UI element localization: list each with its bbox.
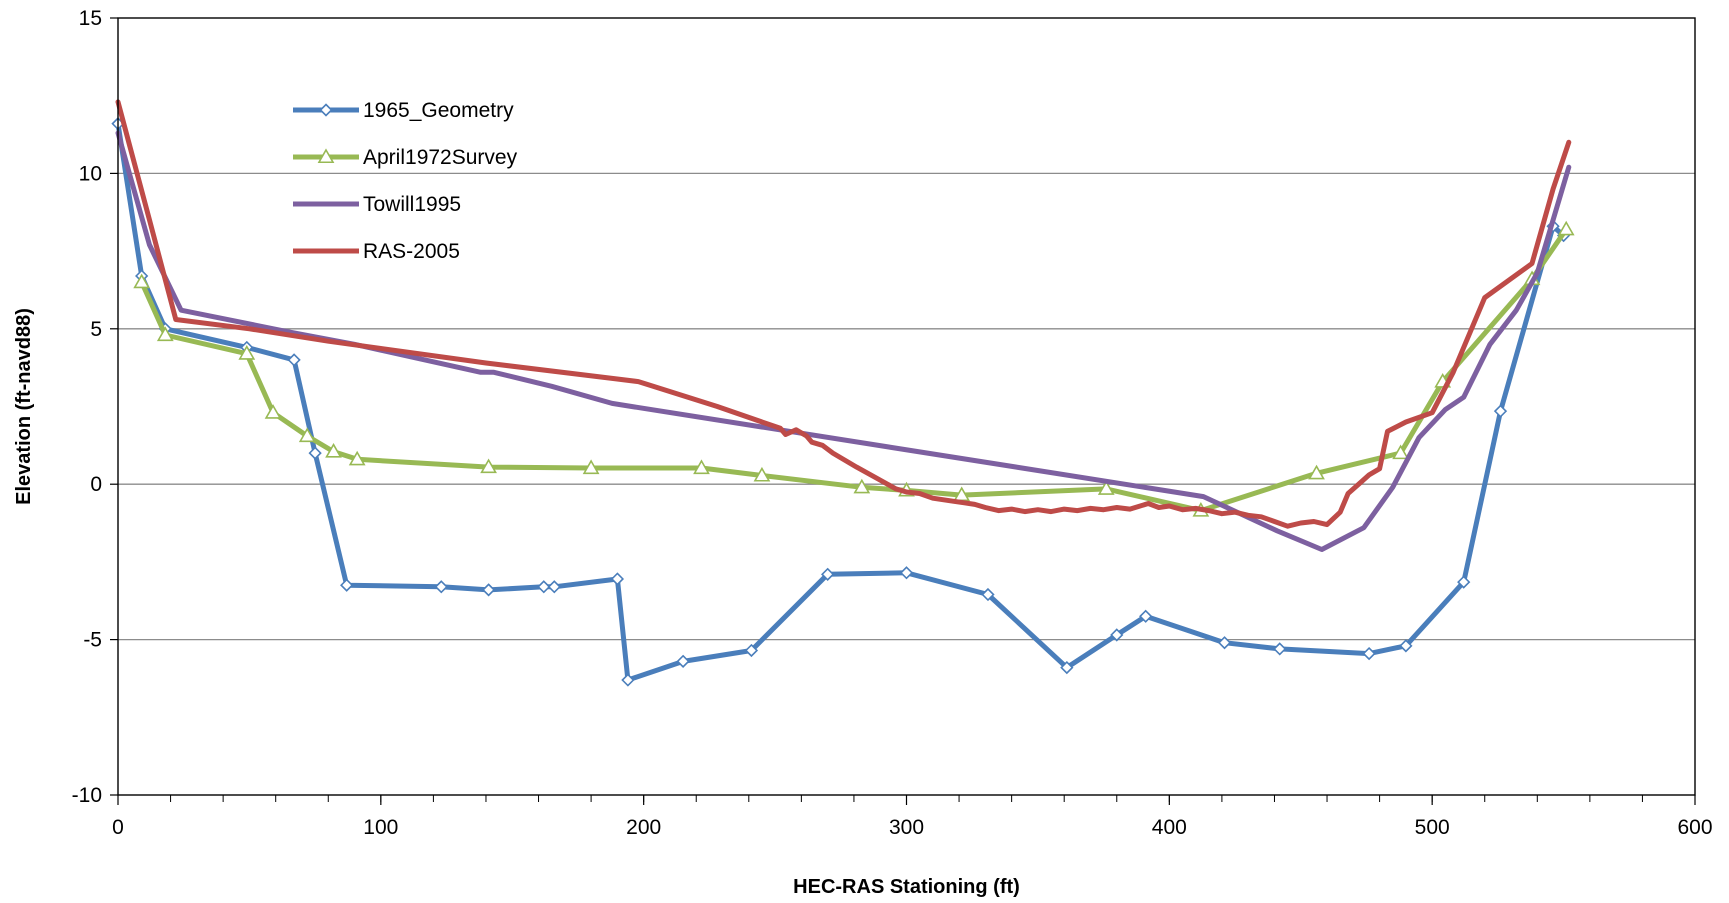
legend-label: April1972Survey	[363, 146, 518, 169]
data-point	[1110, 628, 1124, 642]
data-point	[1362, 646, 1376, 661]
data-point	[1139, 609, 1153, 623]
data-point	[547, 580, 561, 594]
y-tick-label: 15	[79, 7, 102, 30]
x-tick-label: 500	[1415, 816, 1450, 839]
data-point	[238, 345, 256, 360]
y-axis-title: Elevation (ft-navd88)	[13, 308, 35, 505]
data-point	[744, 643, 759, 658]
data-point	[264, 404, 282, 419]
data-point	[537, 580, 551, 594]
legend-item-2: April1972Survey	[293, 146, 518, 169]
x-tick-label: 300	[889, 816, 924, 839]
legend-label: 1965_Geometry	[363, 99, 514, 122]
series-layer	[111, 99, 1575, 687]
data-point	[1457, 575, 1471, 589]
legend-item-3: Towill1995	[293, 193, 461, 216]
data-point	[348, 450, 366, 466]
series-4	[115, 99, 1572, 529]
data-point	[133, 273, 151, 289]
data-point	[1217, 636, 1232, 650]
data-point	[1557, 220, 1575, 236]
data-point	[434, 580, 448, 594]
data-point	[1273, 642, 1287, 656]
data-point	[693, 459, 710, 475]
data-point	[340, 578, 354, 592]
data-point	[1097, 480, 1115, 495]
y-tick-label: 10	[79, 162, 102, 185]
data-point	[298, 427, 316, 443]
axes: -10 -5 0 5 10 15 0 100 200 300 400 500 600	[72, 7, 1713, 839]
y-tick-label: 5	[90, 318, 102, 341]
x-tick-label: 200	[626, 816, 661, 839]
data-point	[1060, 660, 1074, 675]
data-point	[480, 458, 497, 474]
y-tick-label: -5	[83, 629, 102, 652]
data-point	[899, 566, 914, 580]
data-point	[1308, 464, 1325, 480]
data-point	[853, 478, 871, 494]
legend-marker	[317, 148, 335, 164]
y-tick-label: 0	[90, 473, 102, 496]
series-line	[115, 99, 1572, 529]
x-tick-label: 600	[1677, 816, 1712, 839]
legend-label: RAS-2005	[363, 240, 460, 263]
x-tick-label: 100	[363, 816, 398, 839]
legend-marker	[319, 103, 333, 117]
x-tick-label: 0	[112, 816, 124, 839]
gridlines	[118, 172, 1695, 641]
data-point	[753, 466, 771, 482]
data-point	[981, 587, 995, 602]
legend: 1965_Geometry April1972Survey Towill1995 RA…	[293, 99, 518, 263]
legend-item-1: 1965_Geometry	[293, 99, 514, 122]
data-point	[1392, 444, 1410, 460]
data-point	[1399, 639, 1413, 653]
legend-label: Towill1995	[363, 193, 461, 216]
x-axis-title: HEC-RAS Stationing (ft)	[793, 876, 1020, 898]
data-point	[1493, 404, 1508, 418]
data-point	[610, 572, 625, 586]
plot-area-border	[117, 17, 1696, 796]
data-point	[325, 442, 342, 458]
data-point	[621, 673, 635, 687]
legend-item-4: RAS-2005	[293, 240, 460, 263]
series-2	[133, 220, 1575, 517]
data-point	[821, 567, 835, 581]
data-point	[481, 583, 496, 597]
x-tick-label: 400	[1152, 816, 1187, 839]
data-point	[287, 353, 301, 367]
y-tick-label: -10	[72, 784, 102, 807]
data-point	[156, 326, 174, 342]
data-point	[308, 446, 322, 460]
data-point	[582, 459, 600, 475]
data-point	[676, 654, 690, 668]
